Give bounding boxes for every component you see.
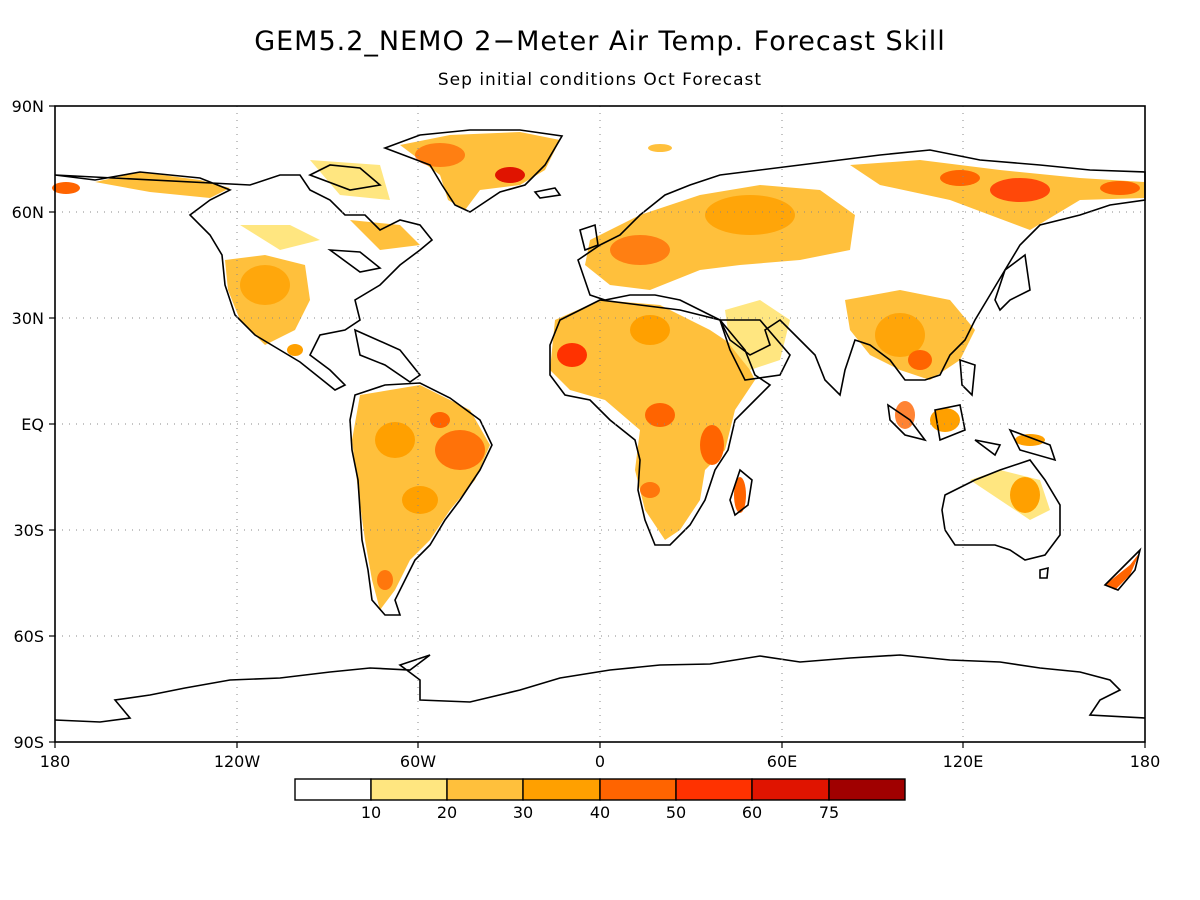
- legend-swatch: [675, 778, 753, 801]
- lon-label: 120W: [214, 752, 261, 771]
- legend-swatch: [522, 778, 601, 801]
- legend-label: 75: [819, 803, 839, 822]
- lat-label: EQ: [21, 415, 44, 434]
- lon-label: 180: [40, 752, 71, 771]
- lat-label: 60N: [12, 203, 44, 222]
- lon-label: 60E: [767, 752, 797, 771]
- legend-label: 50: [666, 803, 686, 822]
- axis-ticks: [49, 105, 1146, 748]
- legend-label: 30: [513, 803, 533, 822]
- graticule: [55, 106, 1145, 742]
- legend-label: 40: [590, 803, 610, 822]
- lon-label: 60W: [400, 752, 436, 771]
- lat-label: 30S: [13, 521, 44, 540]
- lon-label: 0: [595, 752, 605, 771]
- coastlines: [54, 129, 1146, 723]
- lat-label: 60S: [13, 627, 44, 646]
- legend-swatch: [751, 778, 830, 801]
- legend-label: 60: [742, 803, 762, 822]
- legend-swatch: [294, 778, 372, 801]
- map-subtitle: Sep initial conditions Oct Forecast: [437, 70, 763, 90]
- lon-label: 120E: [943, 752, 984, 771]
- lat-label: 30N: [12, 309, 44, 328]
- lon-labels: 180 120W 60W 0 60E 120E 180: [40, 752, 1161, 771]
- lat-label: 90S: [13, 733, 44, 752]
- legend-label: 10: [361, 803, 381, 822]
- legend-swatch: [370, 778, 448, 801]
- lat-labels: 90N 60N 30N EQ 30S 60S 90S: [12, 97, 44, 752]
- legend-swatch: [828, 778, 906, 801]
- map-title: GEM5.2_NEMO 2−Meter Air Temp. Forecast S…: [254, 26, 946, 57]
- legend-swatch: [599, 778, 677, 801]
- legend-swatch: [446, 778, 524, 801]
- skill-shading: [52, 132, 1145, 610]
- lat-label: 90N: [12, 97, 44, 116]
- color-legend: 10 20 30 40 50 60 75: [294, 778, 906, 822]
- legend-label: 20: [437, 803, 457, 822]
- lon-label: 180: [1130, 752, 1161, 771]
